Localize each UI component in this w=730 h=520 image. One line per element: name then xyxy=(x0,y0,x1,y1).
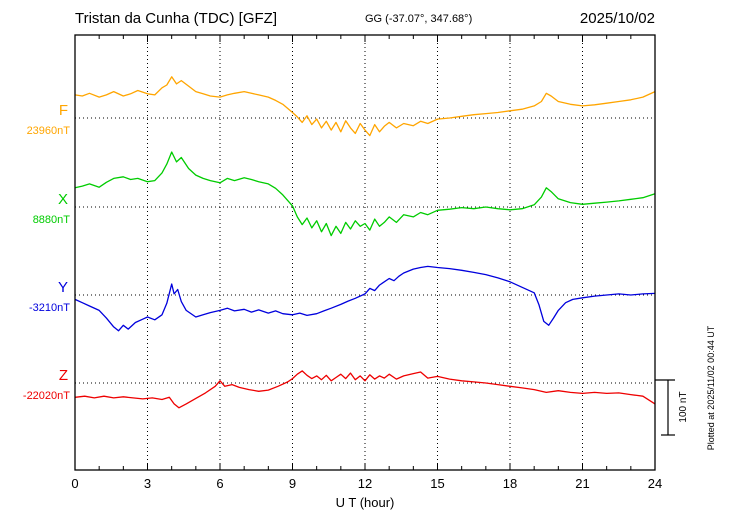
component-label-F: F xyxy=(59,102,68,119)
x-tick-label: 6 xyxy=(216,476,223,491)
x-tick-label: 18 xyxy=(503,476,517,491)
x-axis-label: U T (hour) xyxy=(336,495,395,510)
chart-layer: 0 3 6 9 12 15 18 21 24 F 23960nT X 8880nT Y -3210nT Z -2… xyxy=(23,35,662,491)
component-label-Y: Y xyxy=(58,279,68,296)
component-baseline-value-X: 8880nT xyxy=(33,214,71,226)
trace-X xyxy=(74,151,656,237)
x-tick-label: 3 xyxy=(144,476,151,491)
component-label-X: X xyxy=(58,191,68,208)
plot-border xyxy=(74,34,656,471)
x-tick-label: 0 xyxy=(71,476,78,491)
station-title: Tristan da Cunha (TDC) [GFZ] xyxy=(75,10,277,27)
x-tick-label: 9 xyxy=(289,476,296,491)
scale-bar: 100 nT xyxy=(655,379,689,436)
x-tick-label: 24 xyxy=(648,476,662,491)
plot-date: 2025/10/02 xyxy=(580,10,655,27)
component-label-Z: Z xyxy=(59,367,68,384)
x-tick-label: 21 xyxy=(575,476,589,491)
geographic-coordinates: GG (-37.07°, 347.68°) xyxy=(365,13,472,25)
trace-Y xyxy=(74,265,656,332)
x-tick-label: 15 xyxy=(430,476,444,491)
component-baseline-value-F: 23960nT xyxy=(27,125,71,137)
trace-F xyxy=(74,76,656,137)
x-tick-label: 12 xyxy=(358,476,372,491)
trace-Z xyxy=(74,370,656,409)
component-baseline-value-Z: -22020nT xyxy=(23,390,70,402)
plotted-at-note: Plotted at 2025/11/02 00:44 UT xyxy=(706,325,716,450)
component-baseline-value-Y: -3210nT xyxy=(29,302,70,314)
scale-bar-label: 100 nT xyxy=(678,391,689,422)
